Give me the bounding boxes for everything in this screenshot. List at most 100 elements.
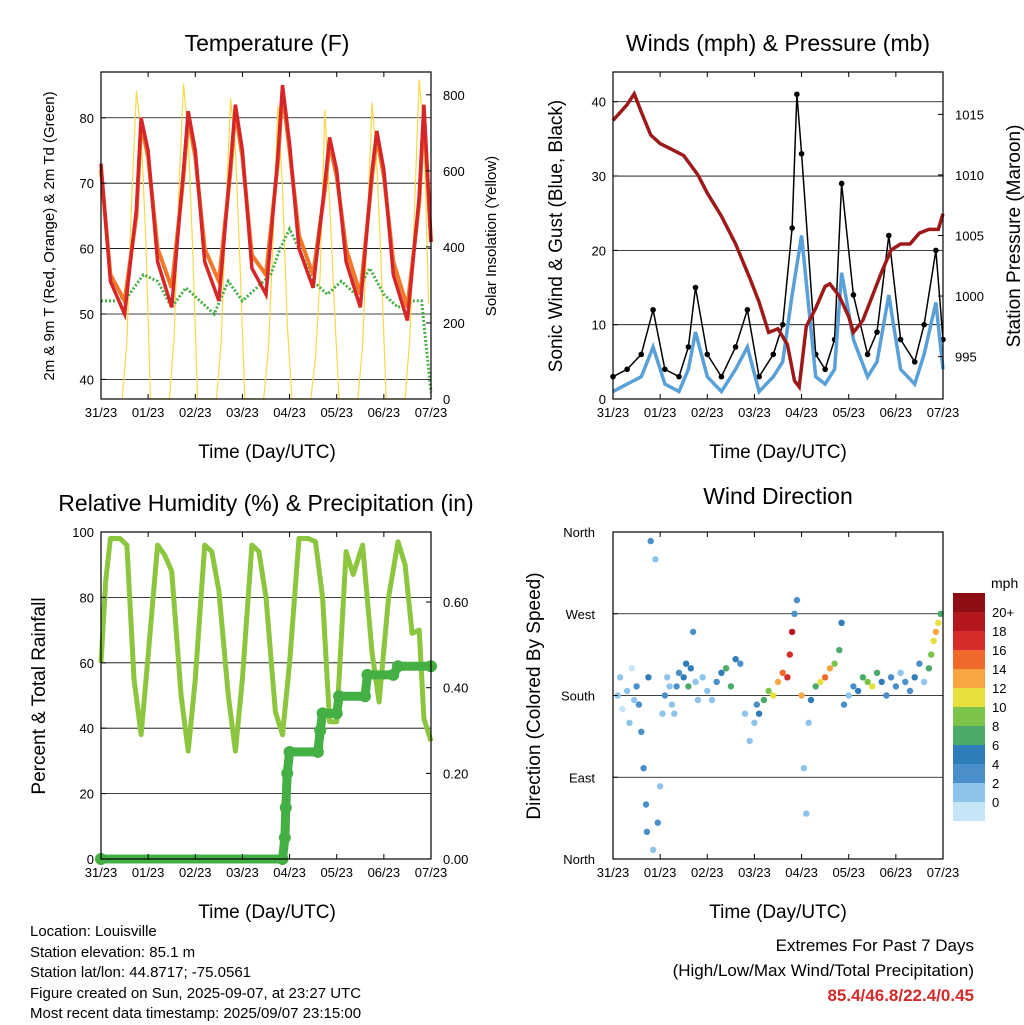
direction-point (845, 692, 852, 699)
direction-point (869, 683, 876, 690)
gust-point (794, 91, 800, 98)
direction-point (642, 801, 650, 808)
direction-point (616, 674, 624, 681)
winds-ylabel-left: Sonic Wind & Gust (Blue, Black) (546, 100, 567, 372)
rh-line (98, 536, 434, 754)
colorbar-label: 6 (992, 738, 999, 753)
gust-point (933, 247, 939, 254)
gust-point (789, 225, 795, 231)
y-tick-label: 20 (592, 243, 606, 258)
direction-point (937, 610, 944, 617)
colorbar-label: 2 (992, 776, 999, 791)
gust-point (770, 351, 777, 358)
gust-point (798, 150, 805, 157)
direction-point (675, 669, 683, 676)
temperature-ylabel-left: 2m & 9m T (Red, Orange) & 2m Td (Green) (41, 91, 58, 380)
direction-point (892, 683, 900, 690)
direction-point (741, 710, 749, 717)
gust-point (911, 359, 918, 365)
y2-tick-label: 800 (443, 88, 465, 103)
direction-point (626, 719, 633, 726)
precip-point (330, 707, 343, 720)
extremes-summary: Extremes For Past 7 Days (High/Low/Max W… (673, 933, 974, 1008)
direction-point (812, 683, 819, 690)
direction-point (623, 687, 631, 695)
dewpoint-series (101, 225, 433, 393)
y-tick-label: 40 (80, 721, 94, 736)
colorbar-label: 14 (992, 662, 1006, 677)
direction-point (666, 683, 673, 690)
precip-line (101, 661, 431, 864)
gust-point (779, 321, 786, 328)
y-tick-label: 0 (87, 852, 94, 867)
x-tick-label: 05/23 (320, 405, 353, 420)
direction-title: Wind Direction (703, 483, 853, 509)
colorbar-segment (953, 593, 985, 612)
y2-tick-label: 200 (443, 316, 465, 331)
colorbar-segment (953, 650, 985, 669)
y-tick-label: 20 (80, 787, 94, 802)
direction-point (619, 705, 626, 713)
direction-point (671, 710, 678, 717)
sonic-wind-line (612, 235, 945, 396)
direction-point (930, 637, 937, 645)
direction-point (760, 696, 768, 704)
gust-point (874, 329, 880, 335)
y-tick-label: South (561, 689, 595, 704)
direction-point (685, 683, 692, 690)
direction-point (680, 674, 687, 681)
x-tick-label: 05/23 (832, 405, 865, 420)
y-tick-label: North (563, 852, 595, 867)
gust-point (732, 344, 739, 350)
direction-point (932, 628, 940, 636)
extremes-legend: (High/Low/Max Wind/Total Precipitation) (672, 961, 974, 980)
direction-point (668, 701, 676, 708)
x-tick-label: 02/23 (691, 405, 724, 420)
colorbar-label: 8 (992, 719, 999, 734)
y2-tick-label: 0.00 (443, 852, 468, 867)
gust-point (650, 307, 656, 313)
direction-point (800, 765, 808, 772)
direction-point (803, 810, 810, 817)
y2-tick-label: 995 (955, 350, 977, 365)
direction-point (925, 665, 933, 672)
y-tick-label: 40 (592, 95, 606, 110)
direction-point (659, 710, 666, 717)
direction-point (737, 660, 744, 667)
direction-point (694, 696, 702, 704)
humidity-title: Relative Humidity (%) & Precipitation (i… (58, 490, 473, 516)
precip-point (279, 801, 292, 814)
direction-point (645, 674, 652, 681)
direction-point (826, 665, 834, 672)
direction-point (786, 651, 793, 658)
y2-tick-label: 1005 (955, 229, 984, 244)
x-tick-label: 01/23 (644, 865, 677, 880)
x-tick-label: 01/23 (132, 865, 165, 880)
direction-point (920, 678, 928, 686)
gust-point (756, 373, 762, 380)
colorbar-label: 4 (992, 757, 999, 772)
gust-point (838, 180, 845, 187)
y2-tick-label: 1010 (955, 168, 984, 183)
gust-point (662, 366, 668, 373)
direction-point (906, 687, 914, 695)
direction-points (614, 537, 944, 854)
direction-point (928, 651, 935, 658)
extremes-heading: Extremes For Past 7 Days (775, 936, 974, 955)
colorbar-segment (953, 745, 985, 764)
direction-point (643, 828, 651, 835)
direction-point (649, 846, 657, 854)
y2-tick-label: 0.40 (443, 681, 468, 696)
direction-point (755, 710, 763, 717)
y2-tick-label: 0.20 (443, 766, 468, 781)
humidity-panel: Relative Humidity (%) & Precipitation (i… (29, 490, 474, 923)
x-tick-label: 04/23 (273, 865, 306, 880)
gust-point (885, 232, 892, 239)
x-tick-label: 02/23 (179, 405, 212, 420)
direction-point (854, 687, 862, 695)
humidity-xlabel: Time (Day/UTC) (198, 902, 336, 923)
colorbar-segment (953, 631, 985, 650)
direction-point (631, 696, 638, 704)
y-tick-label: 0 (599, 392, 606, 407)
